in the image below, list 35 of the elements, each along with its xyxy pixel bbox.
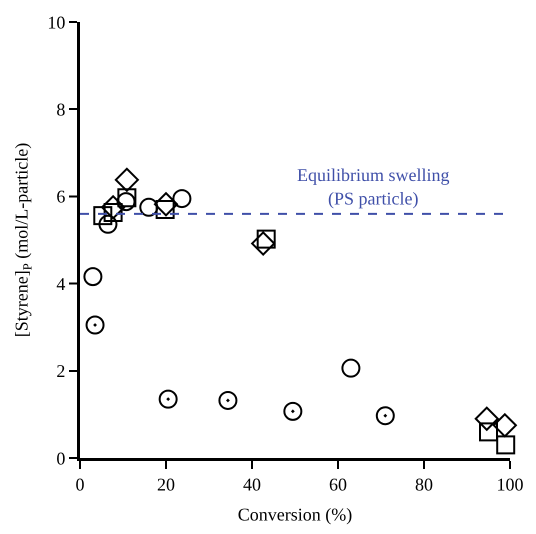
point (154, 192, 178, 216)
x-tick-label: 20 (157, 474, 175, 495)
point (251, 231, 276, 256)
point (117, 188, 136, 208)
point (492, 413, 517, 438)
x-axis-title: Conversion (%) (238, 504, 352, 525)
y-tick-label: 6 (56, 186, 66, 207)
x-tick-label: 100 (496, 474, 524, 495)
y-tick-label: 10 (47, 12, 66, 32)
point (479, 422, 498, 442)
point (376, 406, 395, 426)
x-tick-label: 40 (243, 474, 261, 495)
point (474, 406, 499, 431)
point (283, 402, 302, 421)
ref-line-label: Equilibrium swelling (PS particle) (297, 165, 450, 208)
x-tick-label: 80 (415, 474, 433, 495)
x-tick-label: 60 (329, 474, 347, 495)
point (86, 316, 105, 335)
point (218, 390, 238, 410)
x-tick-label: 0 (76, 474, 84, 495)
point (172, 189, 192, 208)
point (93, 206, 112, 226)
y-tick-label: 0 (56, 448, 66, 468)
point (114, 168, 139, 192)
point (341, 358, 360, 378)
point (98, 214, 118, 234)
point (83, 267, 102, 286)
y-tick-label: 2 (56, 361, 66, 382)
point (116, 192, 136, 212)
point (496, 435, 516, 454)
point (139, 198, 158, 217)
point (101, 195, 126, 220)
y-tick-label: 4 (56, 274, 66, 294)
y-tick-label: 8 (56, 100, 66, 120)
point (158, 390, 178, 409)
